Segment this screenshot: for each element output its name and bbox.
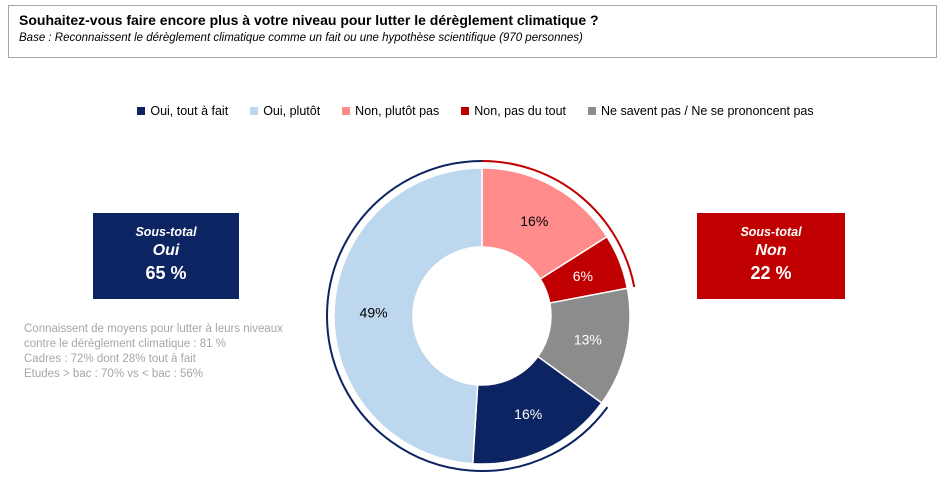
subtotal-oui-box: Sous-total Oui 65 % — [93, 213, 239, 299]
subtotal-oui-label: Sous-total — [135, 225, 197, 239]
insight-notes: Connaissent de moyens pour lutter à leur… — [24, 322, 314, 382]
subtotal-non-label: Sous-total — [740, 225, 802, 239]
legend-swatch — [137, 107, 146, 115]
legend-label: Oui, plutôt — [263, 104, 321, 118]
note-line: contre le dérèglement climatique : 81 % — [24, 338, 226, 350]
subtotal-non-box: Sous-total Non 22 % — [697, 213, 845, 299]
legend-item-oui-tout-a-fait: Oui, tout à fait — [137, 104, 228, 118]
slice-label-3: 6% — [573, 268, 593, 284]
legend-swatch — [588, 107, 596, 115]
legend-item-nsp: Ne savent pas / Ne se prononcent pas — [588, 104, 814, 118]
slice-labels: 16% 6% 13% 16% 49% — [360, 213, 602, 422]
donut-slices — [333, 167, 631, 465]
question-base: Base : Reconnaissent le dérèglement clim… — [19, 32, 583, 44]
slice-label-1: 49% — [360, 305, 388, 321]
slice-label-2: 16% — [520, 213, 548, 229]
legend-label: Oui, tout à fait — [150, 104, 229, 118]
bracket-oui — [326, 160, 609, 472]
legend-swatch — [250, 107, 259, 115]
note-line: Etudes > bac : 70% vs < bac : 56% — [24, 368, 203, 380]
legend-item-oui-plutot: Oui, plutôt — [250, 104, 320, 118]
legend-label: Ne savent pas / Ne se prononcent pas — [601, 104, 814, 118]
subtotal-oui-name: Oui — [152, 242, 180, 259]
note-line: Cadres : 72% dont 28% tout à fait — [24, 353, 196, 365]
chart-legend: Oui, tout à fait Oui, plutôt Non, plutôt… — [0, 104, 951, 118]
bracket-non — [481, 160, 636, 288]
donut-slice-1 — [333, 167, 483, 465]
slice-label-4: 13% — [574, 332, 602, 348]
question-title: Souhaitez-vous faire encore plus à votre… — [19, 12, 599, 28]
subtotal-non-name: Non — [755, 242, 787, 259]
legend-item-non-plutot-pas: Non, plutôt pas — [342, 104, 439, 118]
legend-swatch — [342, 107, 351, 115]
question-header: Souhaitez-vous faire encore plus à votre… — [8, 5, 937, 58]
subtotal-non-value: 22 % — [750, 263, 792, 283]
subtotal-oui-value: 65 % — [145, 263, 187, 283]
slice-label-0: 16% — [514, 406, 542, 422]
note-line: Connaissent de moyens pour lutter à leur… — [24, 323, 283, 335]
subtotal-brackets — [326, 160, 636, 472]
legend-label: Non, pas du tout — [474, 104, 566, 118]
legend-label: Non, plutôt pas — [355, 104, 440, 118]
legend-item-non-pas-du-tout: Non, pas du tout — [461, 104, 566, 118]
legend-swatch — [461, 107, 470, 115]
